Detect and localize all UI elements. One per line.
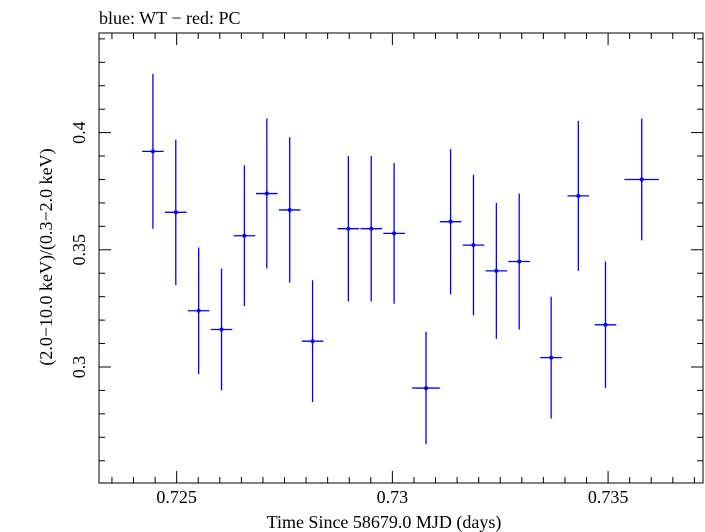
data-point [624,118,659,241]
plot-border [98,32,704,484]
data-marker [639,177,644,182]
data-marker [424,386,429,391]
data-point [508,193,530,330]
data-point [383,163,405,304]
data-marker [471,243,476,248]
data-marker [369,226,374,231]
data-marker [242,233,247,238]
data-marker [392,231,397,236]
x-tick-label: 0.725 [156,487,197,507]
data-point [485,202,508,339]
data-marker [196,308,201,313]
data-point [360,156,383,302]
data-marker [603,322,608,327]
x-tick-label: 0.73 [377,487,409,507]
y-axis-ticks: 0.3 0.35 0.4 [69,38,703,462]
data-marker [576,193,581,198]
data-marker [150,149,155,154]
data-layer [142,74,659,445]
y-axis-label: (2.0−10.0 keV)/(0.3−2.0 keV) [36,148,57,365]
x-tick-label: 0.735 [588,487,629,507]
data-point [256,118,278,269]
data-point [412,331,440,445]
data-point [187,247,210,375]
data-point [540,296,562,419]
data-point [233,165,256,307]
data-marker [287,207,292,212]
data-marker [219,327,224,332]
data-point [210,268,233,391]
chart-title: blue: WT − red: PC [99,8,240,28]
data-point [439,149,462,295]
data-marker [448,219,453,224]
y-tick-label: 0.3 [69,356,89,379]
x-axis-ticks: 0.725 0.73 0.735 [111,33,695,507]
y-tick-label: 0.4 [69,121,89,144]
data-marker [494,268,499,273]
data-marker [346,226,351,231]
data-point [142,74,164,229]
x-axis-label: Time Since 58679.0 MJD (days) [267,512,502,532]
data-point [567,120,590,271]
data-marker [549,355,554,360]
data-marker [264,191,269,196]
data-marker [310,339,315,344]
y-tick-label: 0.35 [69,234,89,266]
data-point [337,156,360,302]
data-marker [517,259,522,264]
data-point [165,139,187,285]
data-point [462,174,485,316]
data-marker [173,210,178,215]
data-point [594,261,617,389]
data-point [301,280,324,403]
plot-frame [98,32,704,484]
data-point [278,137,301,283]
